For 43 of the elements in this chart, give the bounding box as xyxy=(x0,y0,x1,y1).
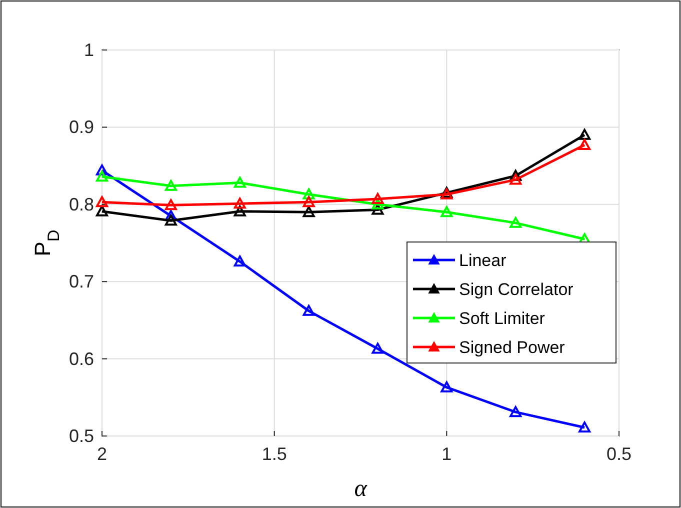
y-tick-label: 0.6 xyxy=(68,348,94,369)
point xyxy=(164,214,177,226)
point xyxy=(96,205,108,216)
point xyxy=(96,170,108,182)
point xyxy=(302,206,315,218)
legend-label: Soft Limiter xyxy=(459,309,546,328)
x-axis-title: α xyxy=(354,476,368,502)
x-tick-label: 1 xyxy=(442,444,452,464)
y-tick-label: 0.8 xyxy=(68,194,94,214)
point xyxy=(578,128,591,140)
x-tick-label: 0.5 xyxy=(606,444,632,464)
point xyxy=(234,176,246,188)
point xyxy=(510,406,522,418)
point xyxy=(96,164,108,176)
point xyxy=(440,206,453,218)
point xyxy=(440,381,453,392)
point xyxy=(578,422,591,433)
point xyxy=(372,198,384,210)
point xyxy=(302,188,315,200)
y-tick-label: 0.5 xyxy=(68,426,94,446)
x-tick-label: 1.5 xyxy=(262,444,287,464)
y-tick-label: 0.7 xyxy=(68,272,94,292)
point xyxy=(164,199,177,210)
x-tick-label: 2 xyxy=(96,444,108,464)
point xyxy=(578,138,591,150)
point xyxy=(302,304,315,316)
y-tick-label: 1 xyxy=(84,40,94,60)
point xyxy=(510,174,522,185)
point xyxy=(372,204,384,215)
legend-label: Signed Power xyxy=(459,338,566,357)
y-tick-label: 0.9 xyxy=(68,117,94,138)
legend-label: Sign Correlator xyxy=(459,280,574,299)
point xyxy=(510,216,522,228)
point xyxy=(372,192,384,204)
point xyxy=(302,196,315,208)
point xyxy=(164,180,177,191)
point xyxy=(234,205,246,216)
legend-label: Linear xyxy=(459,251,507,270)
point xyxy=(96,196,108,208)
point xyxy=(510,170,522,181)
point xyxy=(372,342,384,354)
point xyxy=(234,256,246,267)
point xyxy=(234,198,246,209)
